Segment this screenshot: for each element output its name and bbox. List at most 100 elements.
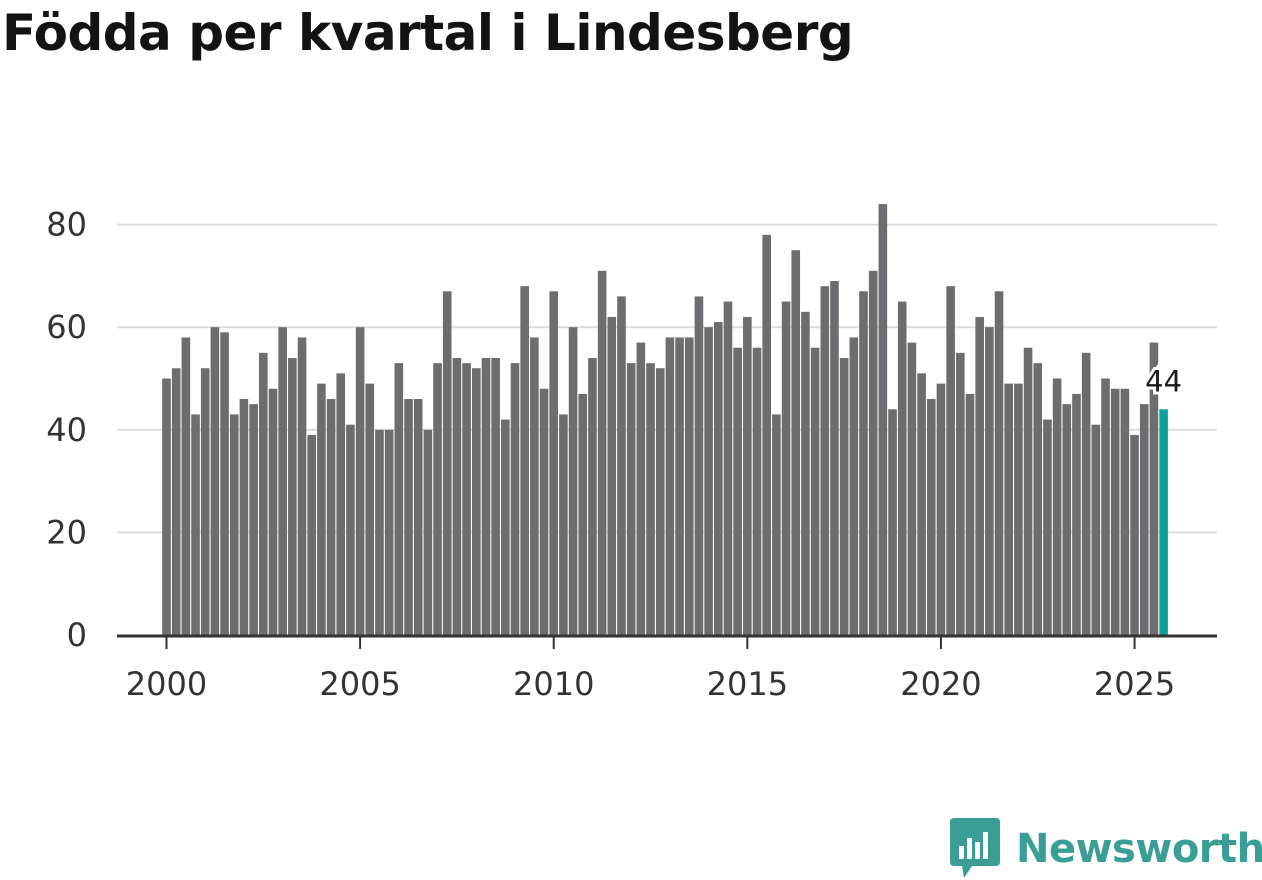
bar <box>200 368 210 635</box>
bar <box>839 357 849 635</box>
y-tick-label: 0 <box>67 616 87 654</box>
bar <box>452 357 462 635</box>
y-tick-label: 80 <box>46 206 87 244</box>
x-tick-label: 2005 <box>319 665 400 703</box>
chart-title: Födda per kvartal i Lindesberg <box>2 4 854 62</box>
bar <box>433 363 442 635</box>
bar <box>646 363 655 635</box>
bar <box>1149 342 1159 635</box>
bar <box>501 419 510 635</box>
bar <box>907 342 917 635</box>
bar <box>1091 424 1101 635</box>
bar <box>404 399 413 635</box>
bar <box>655 368 665 635</box>
bar <box>936 383 946 635</box>
bar <box>278 327 287 635</box>
bar <box>317 383 326 635</box>
bar <box>423 429 433 635</box>
bar <box>268 388 278 635</box>
bar <box>171 368 181 635</box>
bar <box>636 342 646 635</box>
bar <box>442 291 452 635</box>
bar <box>665 337 675 635</box>
bar <box>588 357 597 635</box>
bar <box>578 393 588 635</box>
bar <box>462 363 471 635</box>
bar <box>539 388 549 635</box>
bars <box>162 204 1168 636</box>
bar <box>926 399 936 635</box>
x-axis-ticks: 2000 2005 2010 2015 2020 2025 <box>126 637 1175 703</box>
bar <box>859 291 868 635</box>
brand-name: Newsworthy <box>1016 826 1262 872</box>
bar <box>878 204 888 635</box>
bar <box>394 363 404 635</box>
bar <box>307 434 317 635</box>
y-tick-label: 20 <box>46 513 87 551</box>
bar <box>471 368 481 635</box>
bar-chart-speech-bubble-icon <box>950 818 1000 878</box>
bar <box>694 296 704 635</box>
bar <box>868 270 878 635</box>
bar <box>375 429 384 635</box>
bar <box>181 337 191 635</box>
bar <box>384 429 394 635</box>
bar <box>985 327 994 635</box>
bar <box>259 352 268 635</box>
bar <box>713 322 723 635</box>
bar <box>956 352 965 635</box>
bar <box>365 383 375 635</box>
bar <box>346 424 355 635</box>
x-tick-label: 2000 <box>126 665 207 703</box>
bar <box>917 373 926 635</box>
x-tick-label: 2010 <box>513 665 594 703</box>
bar <box>355 327 365 635</box>
y-axis-ticks: 0 20 40 60 80 <box>46 206 87 654</box>
bar <box>481 357 491 635</box>
bar <box>684 337 694 635</box>
bar <box>781 301 791 635</box>
bar <box>229 414 239 635</box>
bar <box>249 404 258 635</box>
bar <box>1101 378 1110 635</box>
bar <box>191 414 200 635</box>
bar <box>791 250 801 635</box>
bar <box>1120 388 1130 635</box>
annotations: 44 <box>1142 361 1185 401</box>
bar <box>626 363 636 635</box>
y-tick-label: 40 <box>46 411 87 449</box>
bar <box>1081 352 1091 635</box>
bar <box>994 291 1004 635</box>
bar <box>239 399 249 635</box>
bar <box>820 286 830 635</box>
bar <box>897 301 907 635</box>
x-tick-label: 2015 <box>707 665 788 703</box>
bar <box>1004 383 1014 635</box>
bar <box>975 316 984 635</box>
bar <box>549 291 559 635</box>
bar <box>1062 404 1072 635</box>
last-value-label: 44 <box>1145 364 1182 398</box>
y-tick-label: 60 <box>46 308 87 346</box>
bar <box>1043 419 1052 635</box>
bar <box>336 373 346 635</box>
bar <box>559 414 568 635</box>
x-tick-label: 2020 <box>900 665 981 703</box>
bar <box>830 281 839 635</box>
bar <box>617 296 626 635</box>
bar <box>965 393 975 635</box>
brand-logo[interactable]: Newsworthy <box>950 818 1262 880</box>
bar <box>704 327 713 635</box>
bar <box>743 316 752 635</box>
bar <box>220 332 229 635</box>
bar <box>849 337 859 635</box>
bar <box>597 270 607 635</box>
bar <box>288 357 297 635</box>
bar <box>1110 388 1120 635</box>
bar <box>675 337 684 635</box>
bar <box>723 301 733 635</box>
bar <box>801 311 810 635</box>
x-tick-label: 2025 <box>1094 665 1175 703</box>
bar <box>762 234 771 636</box>
